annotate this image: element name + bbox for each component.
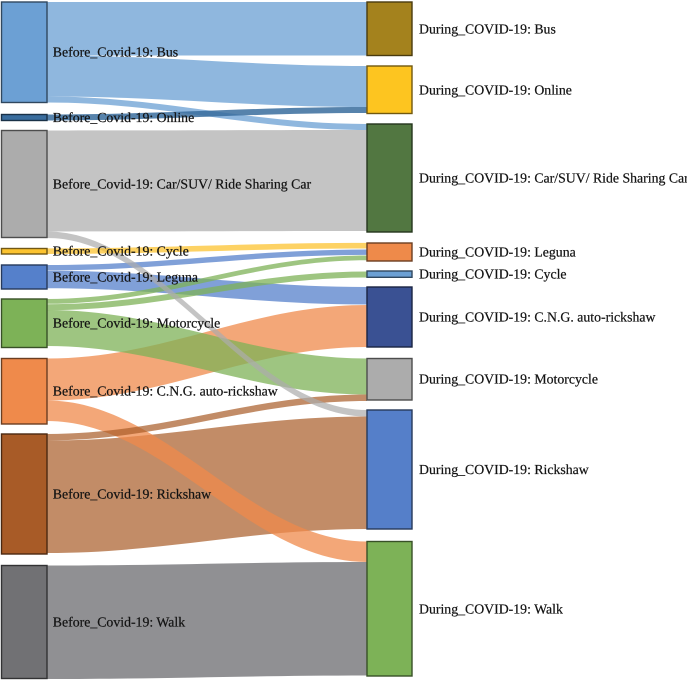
svg-text:Before_Covid-19: Rickshaw: Before_Covid-19: Rickshaw [53,487,211,502]
svg-text:During_COVID-19: Car/SUV/ Ride: During_COVID-19: Car/SUV/ Ride Sharing C… [419,171,687,186]
svg-text:Before_Covid-19: Bus: Before_Covid-19: Bus [53,45,178,60]
svg-text:During_COVID-19: C.N.G. auto-r: During_COVID-19: C.N.G. auto-rickshaw [419,310,655,325]
svg-text:During_COVID-19: Rickshaw: During_COVID-19: Rickshaw [419,462,589,477]
svg-text:Before_Covid-19: Leguna: Before_Covid-19: Leguna [53,270,198,285]
svg-text:During_COVID-19: Online: During_COVID-19: Online [419,82,572,97]
svg-text:Before_Covid-19: C.N.G. auto-r: Before_Covid-19: C.N.G. auto-rickshaw [53,384,278,399]
svg-text:Before_Covid-19: Cycle: Before_Covid-19: Cycle [53,244,189,259]
svg-text:Before_Covid-19: Walk: Before_Covid-19: Walk [53,615,185,630]
svg-text:During_COVID-19: Leguna: During_COVID-19: Leguna [419,245,576,260]
svg-text:During_COVID-19: Bus: During_COVID-19: Bus [419,21,556,36]
svg-text:During_COVID-19: Motorcycle: During_COVID-19: Motorcycle [419,372,598,387]
svg-text:Before_Covid-19: Online: Before_Covid-19: Online [53,110,194,125]
svg-text:Before_Covid-19: Motorcycle: Before_Covid-19: Motorcycle [53,316,220,331]
svg-text:During_COVID-19: Cycle: During_COVID-19: Cycle [419,267,567,282]
svg-text:During_COVID-19: Walk: During_COVID-19: Walk [419,601,563,616]
svg-text:Before_Covid-19: Car/SUV/ Ride: Before_Covid-19: Car/SUV/ Ride Sharing C… [53,177,312,192]
